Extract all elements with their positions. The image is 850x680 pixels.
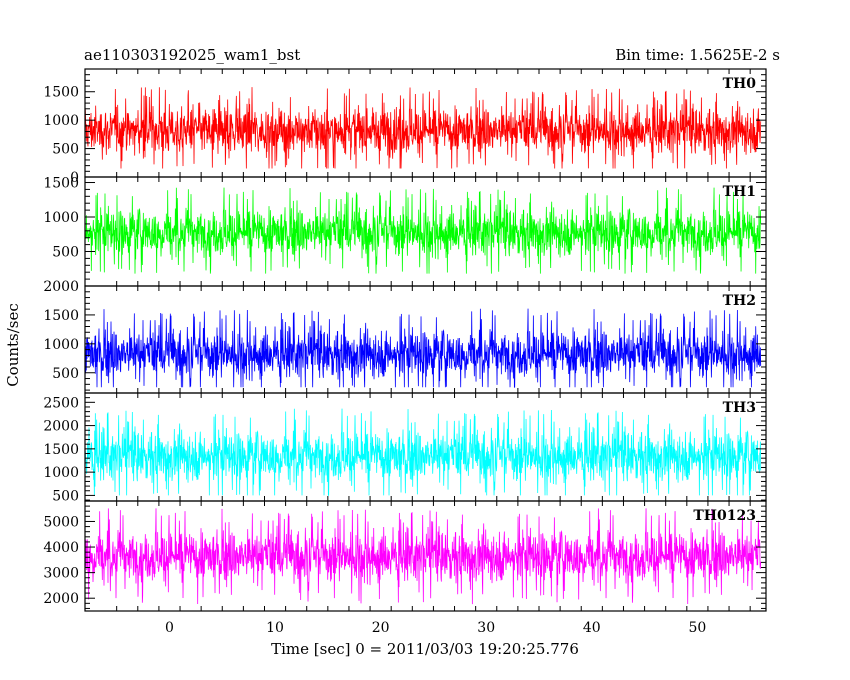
panel-label-th0123: TH0123 bbox=[693, 508, 756, 524]
y-tick-label: 1500 bbox=[43, 308, 79, 324]
x-tick-label: 30 bbox=[477, 620, 495, 636]
bin-time-label: Bin time: 1.5625E-2 s bbox=[615, 46, 780, 64]
x-tick-label: 20 bbox=[372, 620, 390, 636]
y-tick-label: 1500 bbox=[43, 85, 79, 101]
series-line-th1 bbox=[84, 187, 762, 274]
y-tick-label: 1500 bbox=[43, 442, 79, 458]
y-tick-label: 500 bbox=[52, 142, 79, 158]
series-line-th3 bbox=[84, 408, 762, 497]
y-tick-label: 2000 bbox=[43, 591, 79, 607]
y-tick-label: 4000 bbox=[43, 540, 79, 556]
y-tick-label: 500 bbox=[52, 366, 79, 382]
y-tick-label: 500 bbox=[52, 488, 79, 504]
panel-th2: 500 1000 1500 2000 TH2 bbox=[43, 279, 767, 394]
panel-th0: 0 500 1000 1500 TH0 bbox=[43, 68, 767, 186]
panel-th3: 500 1000 1500 2000 2500 TH3 bbox=[43, 392, 767, 504]
panel-label-th3: TH3 bbox=[723, 400, 756, 416]
y-axis-label: Counts/sec bbox=[4, 303, 22, 387]
y-tick-label: 1000 bbox=[43, 210, 79, 226]
series-line-th0 bbox=[84, 87, 762, 169]
y-tick-label: 1000 bbox=[43, 337, 79, 353]
panels-group: 0 500 1000 1500 TH0 500 1000 1500 TH1 500 1000 1500… bbox=[43, 68, 767, 612]
y-tick-label: 1000 bbox=[43, 465, 79, 481]
y-tick-label: 2000 bbox=[43, 279, 79, 295]
x-tick-label: 0 bbox=[165, 620, 174, 636]
y-tick-label: 500 bbox=[52, 245, 79, 261]
panel-frame bbox=[84, 500, 767, 612]
chart-title: ae110303192025_wam1_bst bbox=[84, 46, 300, 64]
series-line-th2 bbox=[84, 308, 762, 388]
panel-label-th1: TH1 bbox=[723, 184, 756, 200]
panel-label-th2: TH2 bbox=[723, 293, 756, 309]
y-tick-label: 1500 bbox=[43, 176, 79, 192]
y-tick-label: 0 bbox=[70, 170, 79, 186]
x-axis-label: Time [sec] 0 = 2011/03/03 19:20:25.776 bbox=[271, 640, 579, 658]
x-tick-label: 40 bbox=[583, 620, 601, 636]
y-tick-label: 1000 bbox=[43, 113, 79, 129]
y-tick-label: 5000 bbox=[43, 514, 79, 530]
x-tick-labels: 0 10 20 30 40 50 bbox=[165, 620, 706, 636]
y-tick-label: 3000 bbox=[43, 566, 79, 582]
series-line-th0123 bbox=[84, 508, 762, 605]
panel-th0123: 2000 3000 4000 5000 TH0123 bbox=[43, 500, 767, 612]
panel-th1: 500 1000 1500 TH1 bbox=[43, 176, 767, 287]
x-tick-label: 10 bbox=[266, 620, 284, 636]
panel-label-th0: TH0 bbox=[723, 76, 757, 92]
y-tick-label: 2000 bbox=[43, 419, 79, 435]
x-tick-label: 50 bbox=[688, 620, 706, 636]
y-tick-label: 2500 bbox=[43, 395, 79, 411]
